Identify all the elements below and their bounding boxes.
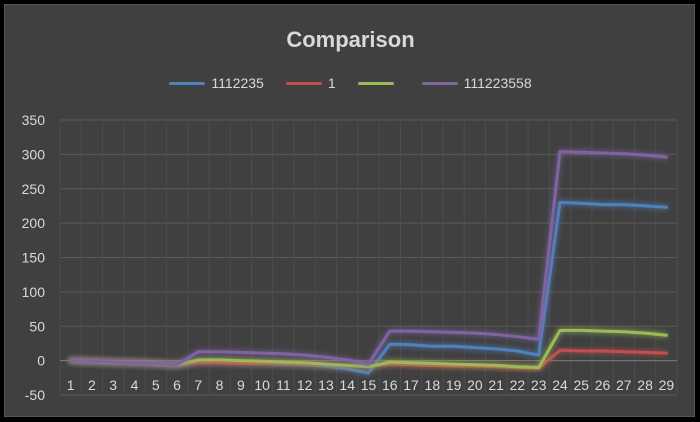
x-tick-label: 26 — [595, 377, 611, 393]
x-tick-label: 29 — [659, 377, 675, 393]
series-line-4 — [69, 150, 668, 367]
legend-item-series-4: 111223558 — [421, 75, 532, 91]
y-tick-label: -50 — [25, 387, 45, 403]
legend-swatch-series-2 — [285, 81, 322, 85]
y-tick-label: 250 — [22, 181, 46, 197]
legend-swatch-series-3 — [357, 81, 394, 85]
legend-swatch-series-4 — [421, 81, 458, 85]
x-tick-label: 18 — [425, 377, 441, 393]
series-line-1 — [69, 201, 668, 375]
legend-label-series-1: 1112235 — [211, 75, 264, 91]
y-tick-label: 300 — [22, 146, 46, 162]
legend-item-series-1: 1112235 — [169, 75, 264, 91]
x-tick-label: 24 — [552, 377, 568, 393]
legend-item-series-3 — [357, 75, 400, 91]
legend-swatch-series-1 — [169, 81, 206, 85]
y-tick-label: 350 — [22, 112, 46, 128]
chart-frame: Comparison 1112235 1 111223558 -50 0 50 100… — [4, 4, 695, 417]
y-tick-label: 0 — [37, 353, 45, 369]
x-tick-label: 1 — [67, 377, 75, 393]
legend-label-series-2: 1 — [327, 75, 336, 91]
x-tick-label: 27 — [616, 377, 632, 393]
x-tick-label: 21 — [488, 377, 504, 393]
x-tick-label: 4 — [131, 377, 139, 393]
x-tick-label: 7 — [194, 377, 202, 393]
chart-legend: 1112235 1 111223558 — [5, 75, 696, 91]
x-tick-label: 16 — [382, 377, 398, 393]
x-tick-label: 11 — [276, 377, 291, 393]
x-tick-label: 17 — [403, 377, 419, 393]
x-tick-label: 9 — [237, 377, 245, 393]
x-tick-label: 5 — [152, 377, 160, 393]
y-tick-label: 200 — [22, 215, 46, 231]
chart-title: Comparison — [286, 27, 415, 52]
x-tick-label: 13 — [318, 377, 334, 393]
x-tick-label: 25 — [573, 377, 589, 393]
x-tick-label: 23 — [531, 377, 547, 393]
x-tick-label: 14 — [339, 377, 355, 393]
legend-item-series-2: 1 — [285, 75, 336, 91]
x-tick-label: 6 — [173, 377, 181, 393]
x-tick-label: 28 — [637, 377, 653, 393]
y-tick-label: 150 — [22, 250, 46, 266]
x-tick-label: 10 — [254, 377, 270, 393]
x-tick-label: 19 — [446, 377, 462, 393]
legend-label-series-4: 111223558 — [463, 75, 532, 91]
x-tick-label: 22 — [510, 377, 526, 393]
x-tick-label: 2 — [88, 377, 96, 393]
x-tick-label: 12 — [297, 377, 313, 393]
y-tick-label: 50 — [29, 318, 45, 334]
x-tick-label: 15 — [361, 377, 377, 393]
x-tick-label: 20 — [467, 377, 483, 393]
y-tick-label: 100 — [22, 284, 46, 300]
x-tick-label: 3 — [109, 377, 117, 393]
x-tick-label: 8 — [216, 377, 224, 393]
